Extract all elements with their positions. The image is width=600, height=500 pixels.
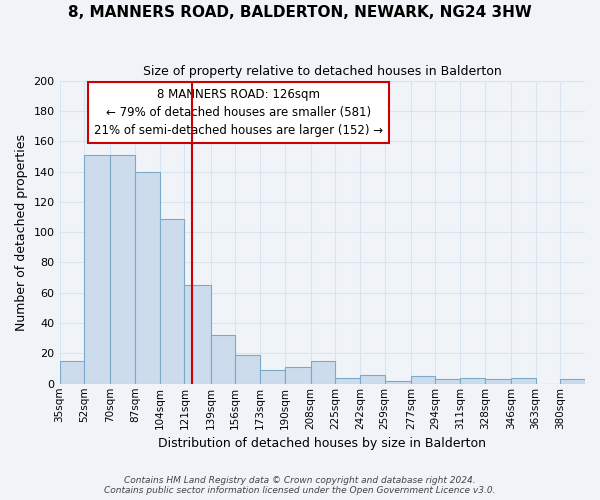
Bar <box>184 285 211 384</box>
Bar <box>411 376 436 384</box>
Bar <box>385 380 411 384</box>
Bar <box>110 155 135 384</box>
Bar <box>284 367 311 384</box>
Bar <box>211 336 235 384</box>
Text: 8, MANNERS ROAD, BALDERTON, NEWARK, NG24 3HW: 8, MANNERS ROAD, BALDERTON, NEWARK, NG24… <box>68 5 532 20</box>
Bar <box>360 374 385 384</box>
Bar <box>135 172 160 384</box>
X-axis label: Distribution of detached houses by size in Balderton: Distribution of detached houses by size … <box>158 437 486 450</box>
Bar <box>260 370 284 384</box>
Text: 8 MANNERS ROAD: 126sqm
← 79% of detached houses are smaller (581)
21% of semi-de: 8 MANNERS ROAD: 126sqm ← 79% of detached… <box>94 88 383 137</box>
Title: Size of property relative to detached houses in Balderton: Size of property relative to detached ho… <box>143 65 502 78</box>
Bar <box>436 379 460 384</box>
Text: Contains HM Land Registry data © Crown copyright and database right 2024.
Contai: Contains HM Land Registry data © Crown c… <box>104 476 496 495</box>
Bar <box>460 378 485 384</box>
Bar <box>511 378 536 384</box>
Bar <box>560 379 585 384</box>
Y-axis label: Number of detached properties: Number of detached properties <box>15 134 28 330</box>
Bar <box>160 218 184 384</box>
Bar <box>59 361 84 384</box>
Bar <box>335 378 360 384</box>
Bar <box>84 155 110 384</box>
Bar <box>311 361 335 384</box>
Bar <box>235 355 260 384</box>
Bar <box>485 379 511 384</box>
